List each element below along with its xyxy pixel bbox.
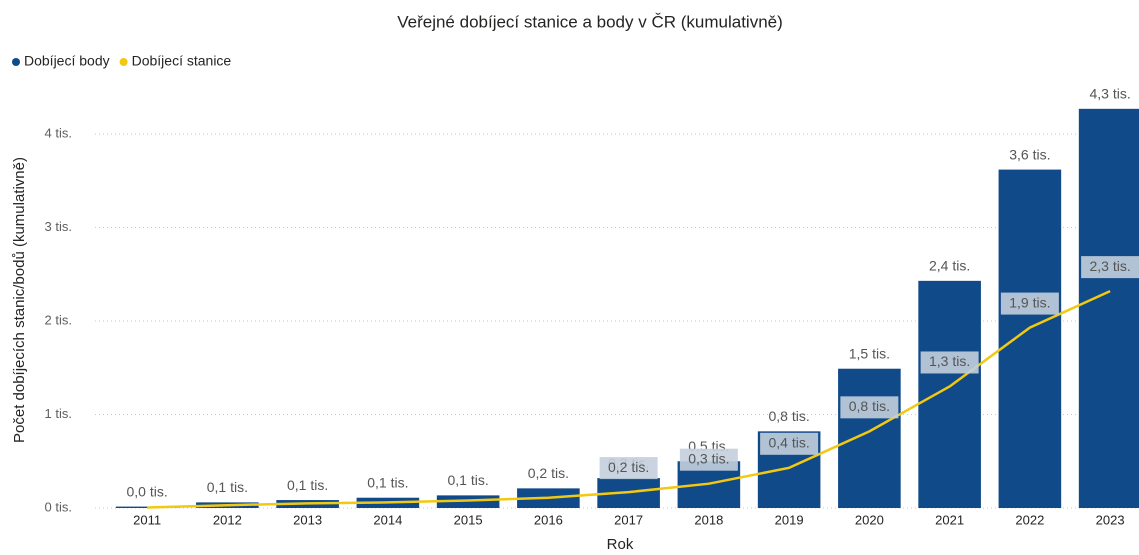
x-tick-label: 2011 bbox=[133, 512, 161, 527]
bar-value-label: 0,1 tis. bbox=[287, 477, 328, 493]
line-value-label: 2,3 tis. bbox=[1090, 258, 1131, 274]
y-tick-label: 1 tis. bbox=[45, 406, 72, 421]
line-value-label: 0,3 tis. bbox=[688, 450, 729, 466]
x-tick-label: 2020 bbox=[855, 512, 884, 527]
bar bbox=[918, 280, 981, 508]
line bbox=[147, 289, 1111, 509]
x-tick-label: 2021 bbox=[935, 512, 964, 527]
legend-marker bbox=[12, 58, 20, 66]
legend-label: Dobíjecí body bbox=[24, 53, 110, 69]
line-label-bg bbox=[1000, 292, 1059, 315]
line-label-bg bbox=[920, 351, 979, 374]
y-tick-label: 4 tis. bbox=[45, 126, 72, 141]
x-tick-label: 2015 bbox=[454, 512, 483, 527]
bar-value-label: 0,1 tis. bbox=[448, 472, 489, 488]
legend-label: Dobíjecí stanice bbox=[132, 53, 232, 69]
x-tick-label: 2016 bbox=[534, 512, 563, 527]
line-value-label: 0,4 tis. bbox=[769, 435, 810, 451]
line-value-label: 1,3 tis. bbox=[929, 353, 970, 369]
bar-value-label: 2,4 tis. bbox=[929, 258, 970, 274]
y-axis-title: Počet dobíjecích stanic/bodů (kumulativn… bbox=[11, 157, 28, 443]
x-tick-label: 2022 bbox=[1015, 512, 1044, 527]
x-tick-label: 2017 bbox=[614, 512, 643, 527]
bar-value-label: 0,1 tis. bbox=[207, 479, 248, 495]
line-value-label: 0,8 tis. bbox=[849, 398, 890, 414]
chart-title: Veřejné dobíjecí stanice a body v ČR (ku… bbox=[397, 12, 783, 31]
line-label-bg bbox=[840, 396, 899, 419]
x-tick-label: 2014 bbox=[373, 512, 402, 527]
line-label-bg bbox=[1081, 256, 1139, 279]
line-label-bg bbox=[599, 457, 658, 480]
bar bbox=[838, 368, 901, 508]
bar bbox=[998, 169, 1062, 509]
x-tick-label: 2013 bbox=[293, 512, 322, 527]
x-tick-label: 2018 bbox=[694, 512, 723, 527]
bar-value-label: 0,2 tis. bbox=[528, 465, 569, 481]
legend-marker bbox=[119, 58, 128, 66]
bar-value-label: 3,6 tis. bbox=[1009, 146, 1050, 162]
x-axis-title: Rok bbox=[607, 536, 634, 553]
y-tick-label: 2 tis. bbox=[45, 312, 72, 327]
bar bbox=[1078, 108, 1139, 508]
line-value-label: 1,9 tis. bbox=[1009, 294, 1050, 310]
bar-value-label: 0,0 tis. bbox=[127, 483, 168, 499]
bar-value-label: 0,1 tis. bbox=[367, 474, 408, 490]
x-tick-label: 2012 bbox=[213, 512, 242, 527]
bar-value-label: 0,8 tis. bbox=[769, 408, 810, 424]
line-label-bg bbox=[679, 448, 738, 471]
line-value-label: 0,2 tis. bbox=[608, 459, 649, 475]
line-label-bg bbox=[760, 432, 819, 455]
y-tick-label: 0 tis. bbox=[45, 499, 72, 514]
x-tick-label: 2019 bbox=[775, 512, 804, 527]
x-tick-label: 2023 bbox=[1096, 512, 1125, 527]
bar-value-label: 4,3 tis. bbox=[1090, 86, 1131, 102]
y-tick-label: 3 tis. bbox=[45, 219, 72, 234]
bar-value-label: 1,5 tis. bbox=[849, 345, 890, 361]
